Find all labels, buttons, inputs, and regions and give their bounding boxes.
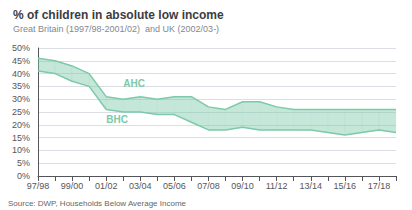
svg-text:Source: DWP, Households Below: Source: DWP, Households Below Average In… [8, 199, 187, 208]
svg-text:13/14: 13/14 [299, 181, 322, 191]
svg-text:15/16: 15/16 [334, 181, 357, 191]
svg-text:30%: 30% [12, 94, 30, 104]
svg-text:5%: 5% [17, 158, 30, 168]
svg-text:15%: 15% [12, 133, 30, 143]
svg-text:97/98: 97/98 [27, 181, 50, 191]
svg-text:10%: 10% [12, 145, 30, 155]
svg-text:45%: 45% [12, 56, 30, 66]
svg-text:05/06: 05/06 [163, 181, 186, 191]
svg-text:Great Britain (1997/98-2001/02: Great Britain (1997/98-2001/02) and UK (… [13, 24, 219, 34]
svg-text:50%: 50% [12, 43, 30, 53]
svg-text:AHC: AHC [123, 78, 145, 89]
svg-text:17/18: 17/18 [368, 181, 391, 191]
svg-text:BHC: BHC [106, 114, 128, 125]
svg-text:99/00: 99/00 [61, 181, 84, 191]
svg-text:03/04: 03/04 [129, 181, 152, 191]
svg-text:07/08: 07/08 [197, 181, 220, 191]
svg-text:0%: 0% [17, 171, 30, 181]
svg-text:25%: 25% [12, 107, 30, 117]
svg-text:20%: 20% [12, 120, 30, 130]
svg-text:40%: 40% [12, 69, 30, 79]
svg-text:11/12: 11/12 [266, 181, 288, 191]
svg-text:% of children in absolute low: % of children in absolute low income [13, 8, 224, 22]
svg-text:09/10: 09/10 [231, 181, 254, 191]
svg-text:35%: 35% [12, 81, 30, 91]
svg-text:01/02: 01/02 [95, 181, 118, 191]
